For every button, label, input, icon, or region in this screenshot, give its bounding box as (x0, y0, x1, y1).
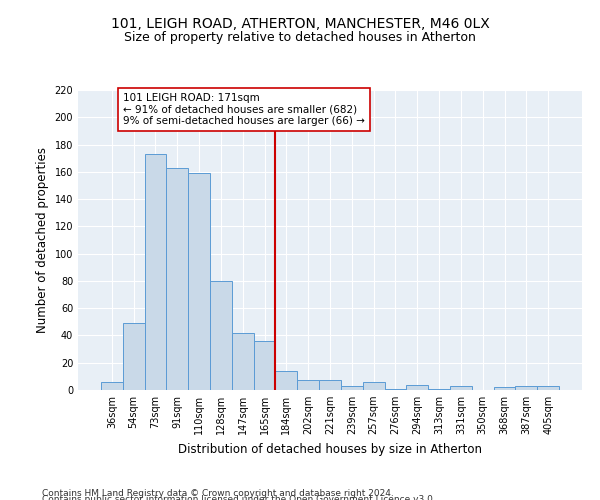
Text: 101, LEIGH ROAD, ATHERTON, MANCHESTER, M46 0LX: 101, LEIGH ROAD, ATHERTON, MANCHESTER, M… (110, 18, 490, 32)
Bar (210, 281, 232, 390)
Bar (254, 341, 275, 390)
Bar (428, 388, 450, 390)
Bar (494, 388, 515, 390)
Bar (145, 154, 166, 390)
Bar (232, 332, 254, 390)
Text: 101 LEIGH ROAD: 171sqm
← 91% of detached houses are smaller (682)
9% of semi-det: 101 LEIGH ROAD: 171sqm ← 91% of detached… (123, 92, 365, 126)
Bar (341, 386, 363, 390)
Text: Size of property relative to detached houses in Atherton: Size of property relative to detached ho… (124, 31, 476, 44)
Text: Contains public sector information licensed under the Open Government Licence v3: Contains public sector information licen… (42, 495, 436, 500)
Text: Contains HM Land Registry data © Crown copyright and database right 2024.: Contains HM Land Registry data © Crown c… (42, 488, 394, 498)
Bar (537, 386, 559, 390)
Bar (275, 371, 297, 390)
Bar (297, 380, 319, 390)
Bar (101, 382, 123, 390)
Bar (166, 168, 188, 390)
Bar (450, 386, 472, 390)
Bar (363, 382, 385, 390)
Bar (385, 388, 406, 390)
X-axis label: Distribution of detached houses by size in Atherton: Distribution of detached houses by size … (178, 442, 482, 456)
Bar (188, 173, 210, 390)
Bar (515, 386, 537, 390)
Bar (319, 380, 341, 390)
Y-axis label: Number of detached properties: Number of detached properties (36, 147, 49, 333)
Bar (123, 323, 145, 390)
Bar (406, 384, 428, 390)
